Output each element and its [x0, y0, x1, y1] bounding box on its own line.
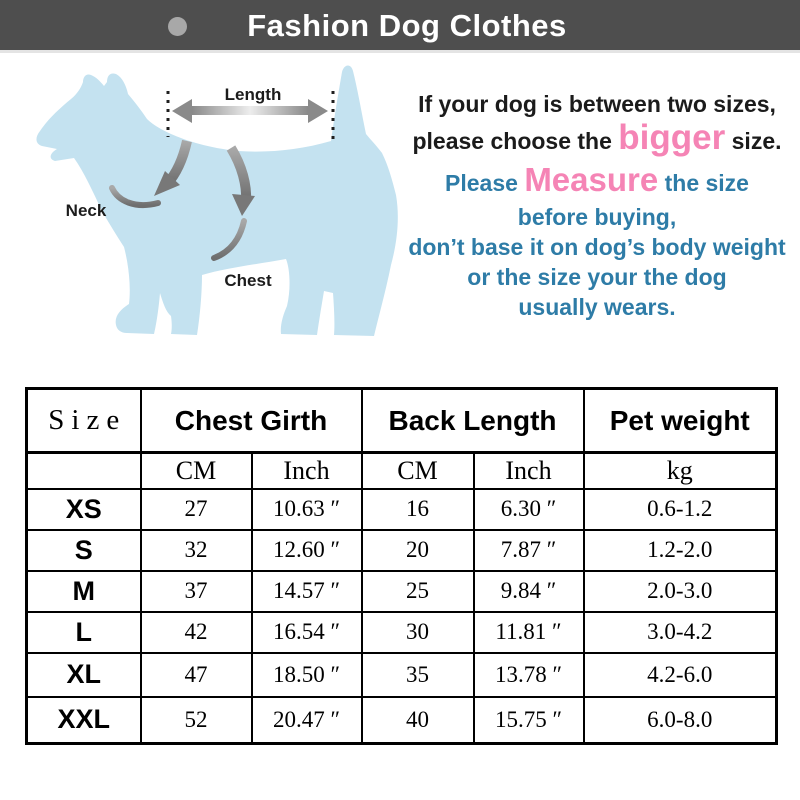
length-arrowhead-left [172, 99, 192, 123]
length-label: Length [225, 85, 282, 104]
back-cm-cell: 16 [360, 487, 475, 531]
chest-band [211, 218, 247, 261]
note-line3-suffix: the size [658, 170, 749, 196]
weight-cell: 1.2-2.0 [582, 528, 778, 572]
dog-silhouette [36, 65, 398, 336]
size-column-header: Size [25, 387, 142, 454]
pet-weight-header: Pet weight [582, 387, 778, 454]
upper-section: Length Neck Chest If your dog is between… [0, 53, 800, 387]
chest-cm-cell: 47 [139, 651, 253, 698]
back-inch-cell: 11.81 ″ [472, 610, 585, 654]
table-row-xl: XL 47 18.50 ″ 35 13.78 ″ 4.2-6.0 [25, 651, 778, 698]
note-before-buying: before buying, [517, 204, 677, 230]
back-inch-unit: Inch [472, 451, 585, 490]
neck-band [109, 185, 161, 209]
table-row-xs: XS 27 10.63 ″ 16 6.30 ″ 0.6-1.2 [25, 487, 778, 531]
back-cm-cell: 35 [360, 651, 475, 698]
table-row-l: L 42 16.54 ″ 30 11.81 ″ 3.0-4.2 [25, 610, 778, 654]
chest-label: Chest [224, 271, 272, 290]
size-cell: L [25, 610, 142, 654]
note-line2-suffix: size. [725, 128, 782, 154]
bigger-highlight: bigger [618, 118, 726, 157]
size-cell: XL [25, 651, 142, 698]
chest-inch-cell: 16.54 ″ [250, 610, 363, 654]
size-cell: M [25, 569, 142, 613]
size-cell: XS [25, 487, 142, 531]
chest-arrowhead [232, 194, 255, 216]
weight-cell: 2.0-3.0 [582, 569, 778, 613]
note-choose-bigger: please choose the bigger size. [392, 118, 800, 161]
weight-kg-unit: kg [582, 451, 778, 490]
size-table: Size Chest Girth Back Length Pet weight … [25, 387, 778, 745]
note-line2-prefix: please choose the [412, 128, 619, 154]
weight-cell: 0.6-1.2 [582, 487, 778, 531]
chest-inch-cell: 18.50 ″ [250, 651, 363, 698]
length-arrow-shaft [190, 106, 310, 115]
page-title: Fashion Dog Clothes [247, 8, 567, 43]
table-group-header-row: Size Chest Girth Back Length Pet weight [25, 387, 778, 454]
weight-cell: 4.2-6.0 [582, 651, 778, 698]
note-usual-size: or the size your the dog [467, 264, 727, 290]
chest-inch-cell: 14.57 ″ [250, 569, 363, 613]
header-bar: Fashion Dog Clothes [0, 0, 800, 53]
table-unit-row: CM Inch CM Inch kg [25, 451, 778, 490]
table-row-xxl: XXL 52 20.47 ″ 40 15.75 ″ 6.0-8.0 [25, 695, 778, 745]
back-cm-cell: 30 [360, 610, 475, 654]
note-body-weight: don’t base it on dog’s body weight [408, 234, 786, 260]
note-usually-wears: usually wears. [518, 294, 676, 320]
chest-cm-cell: 27 [139, 487, 253, 531]
measure-highlight: Measure [524, 161, 659, 198]
back-inch-cell: 15.75 ″ [472, 695, 585, 745]
bullet-dot-icon [168, 17, 187, 36]
neck-arrowhead [154, 171, 180, 196]
back-cm-unit: CM [360, 451, 475, 490]
back-cm-cell: 40 [360, 695, 475, 745]
note-line1-text: If your dog is between two sizes, [418, 91, 776, 117]
chest-cm-cell: 42 [139, 610, 253, 654]
neck-label: Neck [66, 201, 107, 220]
table-row-m: M 37 14.57 ″ 25 9.84 ″ 2.0-3.0 [25, 569, 778, 613]
weight-cell: 3.0-4.2 [582, 610, 778, 654]
back-cm-cell: 25 [360, 569, 475, 613]
note-measure: Please Measure the size [392, 161, 800, 202]
table-row-s: S 32 12.60 ″ 20 7.87 ″ 1.2-2.0 [25, 528, 778, 572]
back-inch-cell: 13.78 ″ [472, 651, 585, 698]
dog-diagram-svg: Length Neck Chest [36, 65, 398, 336]
back-length-header: Back Length [360, 387, 585, 454]
chest-cm-cell: 32 [139, 528, 253, 572]
chest-girth-header: Chest Girth [139, 387, 363, 454]
weight-cell: 6.0-8.0 [582, 695, 778, 745]
back-cm-cell: 20 [360, 528, 475, 572]
sizing-notes: If your dog is between two sizes, please… [392, 91, 800, 322]
chest-cm-cell: 52 [139, 695, 253, 745]
back-inch-cell: 6.30 ″ [472, 487, 585, 531]
chest-inch-unit: Inch [250, 451, 363, 490]
back-inch-cell: 7.87 ″ [472, 528, 585, 572]
size-cell: S [25, 528, 142, 572]
length-arrowhead-right [308, 99, 328, 123]
dog-measurement-diagram: Length Neck Chest [0, 53, 420, 387]
size-cell: XXL [25, 695, 142, 745]
chest-cm-unit: CM [139, 451, 253, 490]
unit-empty-cell [25, 451, 142, 490]
chest-cm-cell: 37 [139, 569, 253, 613]
chest-inch-cell: 12.60 ″ [250, 528, 363, 572]
chest-inch-cell: 20.47 ″ [250, 695, 363, 745]
chest-inch-cell: 10.63 ″ [250, 487, 363, 531]
back-inch-cell: 9.84 ″ [472, 569, 585, 613]
note-line3-prefix: Please [445, 170, 525, 196]
note-between-sizes: If your dog is between two sizes, [392, 91, 800, 118]
